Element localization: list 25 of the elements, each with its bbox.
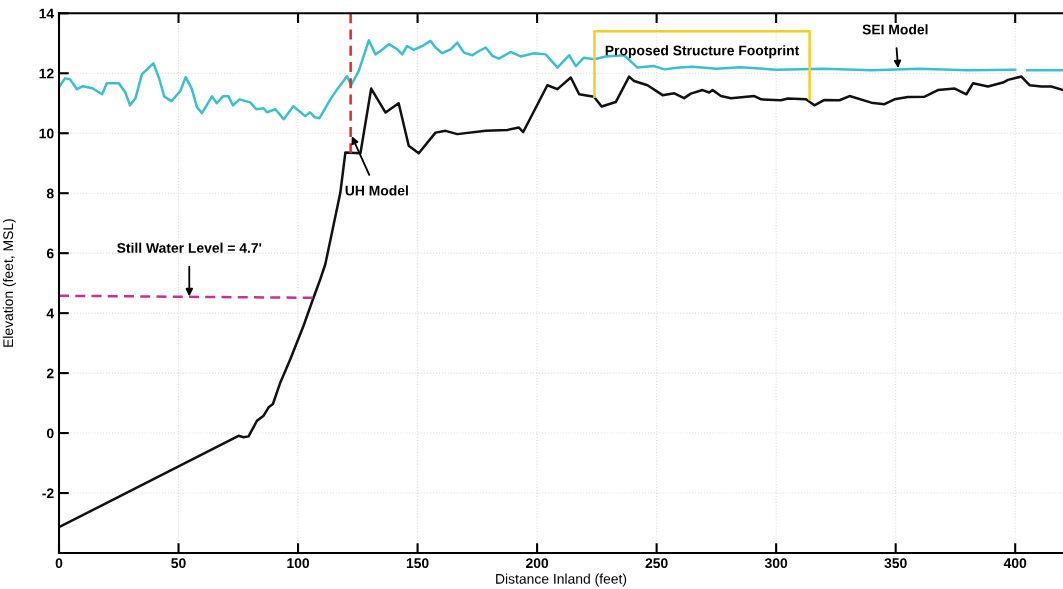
x-tick-label: 300: [764, 558, 788, 569]
x-axis-title: Distance Inland (feet): [496, 573, 627, 587]
annotation: SEI Model: [862, 24, 928, 35]
x-tick-label: 150: [406, 558, 429, 569]
x-tick-label: 50: [171, 558, 186, 569]
line-series: [59, 75, 1063, 529]
annotation: Proposed Structure Footprint: [605, 45, 800, 59]
x-tick-label: 350: [884, 558, 907, 569]
y-tick-label: 6: [46, 248, 54, 259]
y-tick-label: 0: [46, 428, 54, 439]
x-tick-label: 0: [55, 558, 63, 569]
annotation: Still Water Level = 4.7': [117, 242, 262, 253]
x-tick-label: 400: [1003, 558, 1027, 569]
y-tick-label: 8: [46, 188, 54, 199]
y-tick-label: 4: [46, 308, 55, 319]
x-tick-label: 200: [525, 558, 549, 569]
x-tick-label: 250: [645, 558, 668, 569]
annotation: UH Model: [345, 185, 408, 196]
y-tick-label: -2: [42, 488, 54, 499]
y-tick-label: 14: [39, 8, 55, 19]
y-tick-label: 10: [39, 128, 54, 139]
y-axis-title: Elevation (feet, MSL): [2, 219, 16, 347]
y-tick-label: 2: [46, 368, 54, 379]
x-tick-label: 100: [287, 558, 310, 569]
y-tick-label: 12: [39, 68, 54, 79]
